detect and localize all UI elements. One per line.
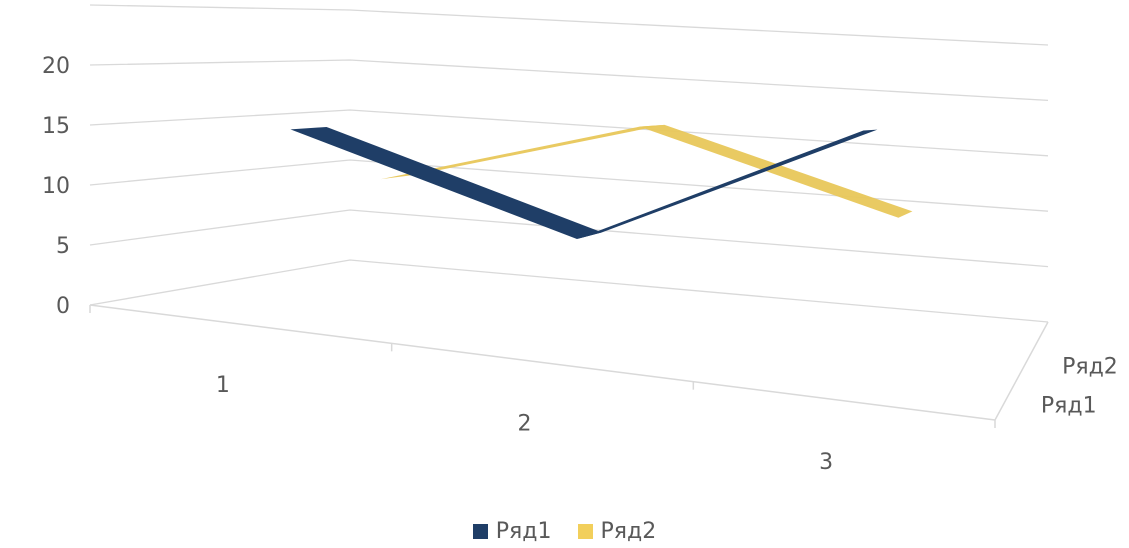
depth-label-1: Ряд1 — [1041, 394, 1097, 419]
legend: Ряд1 Ряд2 — [0, 514, 1129, 548]
gridlines — [89, 4, 1049, 323]
y-tick-label-0: 0 — [56, 294, 70, 319]
tick-labels: 0 5 10 15 20 1 2 3 Ряд1 Ряд2 — [42, 54, 1118, 475]
x-tick-label-2: 2 — [518, 412, 532, 437]
floor-front-edge — [89, 304, 996, 421]
legend-label-series1: Ряд1 — [495, 518, 552, 544]
series1-ribbon-segment-1 — [290, 126, 602, 239]
gridline-10 — [89, 159, 1049, 212]
series2-ribbon-segment-1 — [380, 124, 665, 180]
gridline-0 — [89, 259, 1049, 323]
legend-label-series2: Ряд2 — [600, 518, 657, 544]
floor-right-edge — [994, 321, 1049, 421]
x-tick-label-3: 3 — [819, 450, 833, 475]
legend-swatch-series2 — [577, 523, 593, 539]
depth-label-2: Ряд2 — [1062, 354, 1118, 379]
y-tick-label-20: 20 — [42, 54, 70, 79]
series2-ribbon-segment-2 — [639, 124, 913, 218]
gridline-20 — [89, 59, 1049, 102]
gridline-5 — [89, 209, 1049, 268]
series1-ribbon-segment-2 — [576, 129, 878, 239]
gridline-15 — [89, 109, 1049, 157]
series-layer — [290, 124, 913, 239]
y-tick-label-15: 15 — [42, 114, 70, 139]
chart-area: 0 5 10 15 20 1 2 3 Ряд1 Ряд2 — [42, 4, 1118, 475]
y-tick-label-10: 10 — [42, 174, 70, 199]
legend-item-series1: Ряд1 — [472, 518, 552, 544]
axes — [89, 304, 1049, 428]
y-tick-label-5: 5 — [56, 234, 70, 259]
x-tick-label-1: 1 — [216, 373, 230, 398]
gridline-25 — [89, 4, 1049, 46]
legend-swatch-series1 — [472, 523, 488, 539]
legend-item-series2: Ряд2 — [577, 518, 657, 544]
